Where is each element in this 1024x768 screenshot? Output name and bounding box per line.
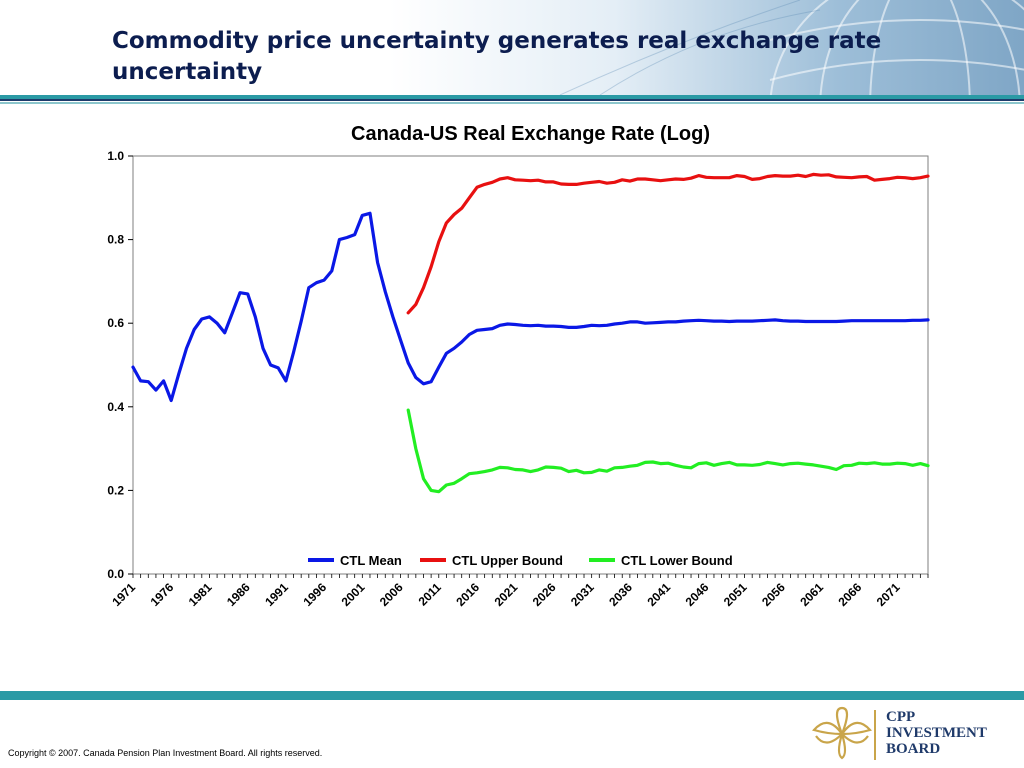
x-tick-label: 2006 [377,580,406,609]
x-tick-label: 2061 [797,580,826,609]
chart-title: Canada-US Real Exchange Rate (Log) [351,123,710,145]
logo-line-3: BOARD [886,741,941,757]
x-tick-label: 2056 [759,580,788,609]
cpp-logo-icon [812,706,872,760]
x-tick-label: 2001 [339,580,368,609]
x-tick-label: 1991 [262,580,291,609]
x-tick-label: 2046 [683,580,712,609]
x-tick-label: 1986 [224,580,253,609]
header-banner: Commodity price uncertainty generates re… [0,0,1024,95]
y-tick-label: 0.6 [107,316,124,330]
legend-label: CTL Lower Bound [621,553,733,568]
x-tick-label: 2036 [606,580,635,609]
footer-rule [0,691,1024,700]
x-tick-label: 2011 [416,580,445,609]
exchange-rate-chart: Canada-US Real Exchange Rate (Log) 0.0 0.2… [107,123,930,609]
series-line-ctl-lower-bound [406,408,930,494]
x-tick-label: 1996 [300,580,329,609]
x-tick-label: 1981 [186,580,215,609]
logo-wordmark: CPP INVESTMENT BOARD [886,709,987,757]
globe-watermark-icon [559,0,1024,95]
y-tick-label: 0.0 [107,567,124,581]
y-tick-label: 1.0 [107,149,124,163]
x-tick-label: 1976 [148,580,177,609]
logo-line-2: INVESTMENT [886,725,987,741]
x-tick-label: 2071 [874,580,903,609]
x-tick-label: 2041 [644,580,673,609]
x-tick-label: 2031 [568,580,597,609]
y-tick-label: 0.4 [107,400,124,414]
y-tick-label: 0.2 [107,483,124,497]
plot-area [132,155,929,575]
header-rule-navy [0,99,1024,101]
header-rule-teal [0,95,1024,99]
series-line-ctl-upper-bound [406,172,930,315]
x-tick-label: 2066 [836,580,865,609]
x-tick-label: 2021 [492,580,521,609]
logo-separator [874,710,876,760]
copyright-text: Copyright © 2007. Canada Pension Plan In… [8,748,323,758]
x-tick-label: 2051 [721,580,750,609]
logo-line-1: CPP [886,709,916,725]
x-tick-label: 2026 [530,580,559,609]
legend-label: CTL Mean [340,553,402,568]
x-tick-label: 2016 [453,580,482,609]
header-rule-light [0,102,1024,104]
x-tick-label: 1971 [109,580,138,609]
legend-label: CTL Upper Bound [452,553,563,568]
series-line-ctl-mean [131,211,930,403]
page-title: Commodity price uncertainty generates re… [112,28,882,85]
y-tick-label: 0.8 [107,233,124,247]
